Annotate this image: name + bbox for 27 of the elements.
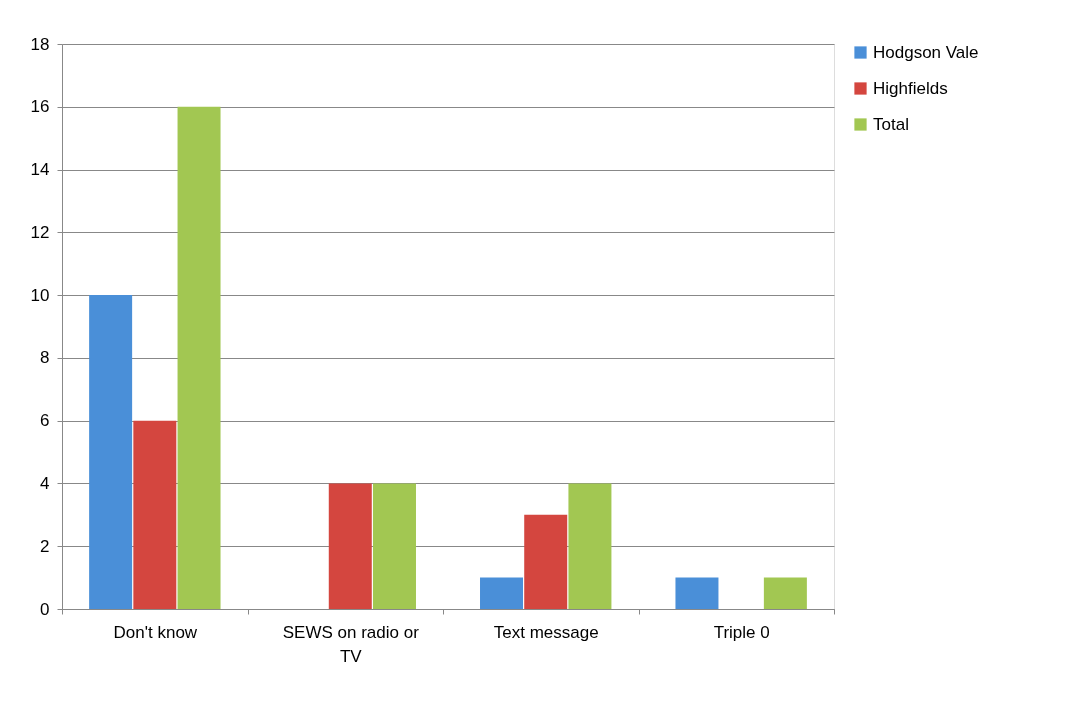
bar xyxy=(177,106,221,609)
y-tick-label: 10 xyxy=(30,285,50,305)
bar xyxy=(480,577,524,609)
y-tick-label: 12 xyxy=(30,222,50,242)
y-tick-label: 8 xyxy=(40,348,50,368)
legend-label: Highfields xyxy=(873,78,948,98)
legend-label: Hodgson Vale xyxy=(873,42,979,62)
y-tick-label: 2 xyxy=(40,536,50,556)
bar xyxy=(133,420,177,609)
y-tick-label: 16 xyxy=(30,97,50,117)
bar xyxy=(568,483,612,609)
x-tick-label: Text message xyxy=(493,622,599,642)
y-tick-label: 4 xyxy=(40,473,50,493)
bar xyxy=(372,483,416,609)
y-tick-label: 0 xyxy=(40,599,50,619)
legend-label: Total xyxy=(873,114,909,134)
bar xyxy=(524,514,568,609)
y-tick-label: 18 xyxy=(30,34,50,54)
bar xyxy=(675,577,719,609)
x-tick-label: Don't know xyxy=(113,622,198,642)
bar xyxy=(89,295,133,609)
x-tick-label: Triple 0 xyxy=(713,622,770,642)
bar xyxy=(763,577,807,609)
y-tick-label: 14 xyxy=(30,160,50,180)
x-tick-label: SEWS on radio or TV xyxy=(282,622,420,666)
bar xyxy=(328,483,372,609)
y-tick-label: 6 xyxy=(40,411,50,431)
